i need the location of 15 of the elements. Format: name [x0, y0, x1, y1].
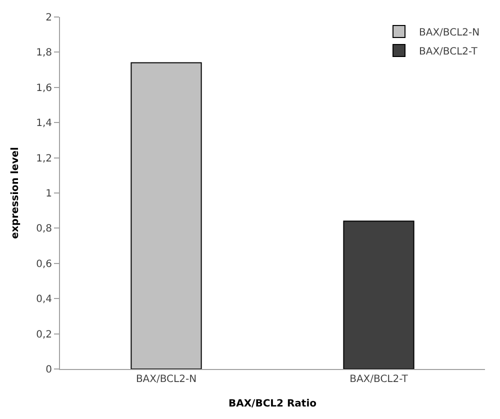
legend-label: BAX/BCL2-T: [419, 46, 478, 58]
y-tick-label: 1: [46, 188, 52, 200]
legend-label: BAX/BCL2-N: [419, 27, 480, 38]
y-axis-title: expression level: [10, 147, 22, 239]
y-tick-label: 0,6: [36, 258, 52, 270]
y-tick-label: 0,2: [36, 329, 52, 340]
y-tick-label: 0,4: [36, 294, 52, 306]
y-tick-label: 2: [46, 12, 52, 24]
y-tick-label: 0,8: [36, 224, 52, 235]
y-tick-label: 1,2: [36, 153, 52, 164]
y-tick-label: 1,8: [36, 48, 52, 59]
y-tick-label: 1,4: [36, 118, 52, 130]
y-tick-label: 0: [46, 364, 52, 376]
y-tick-label: 1,6: [36, 82, 52, 94]
x-axis-title: BAX/BCL2 Ratio: [228, 398, 317, 410]
